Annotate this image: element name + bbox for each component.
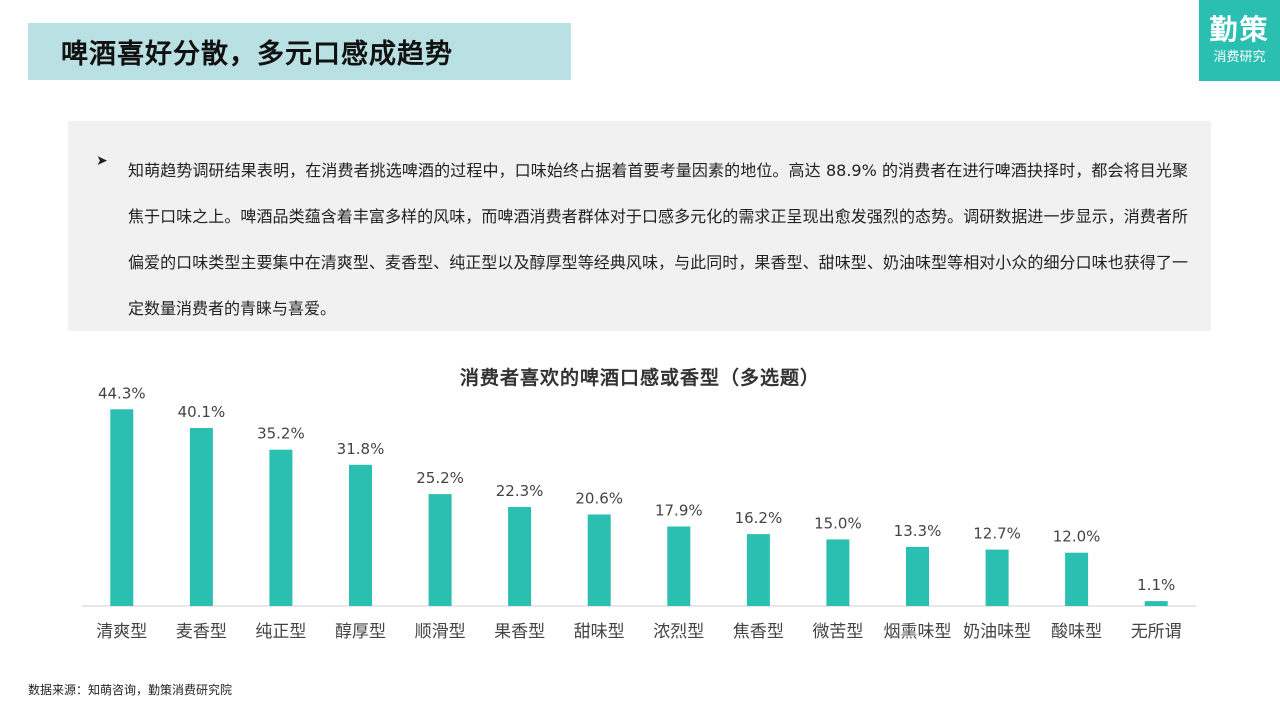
bar-value-label: 12.0% [1053, 528, 1101, 546]
bar-value-label: 35.2% [257, 425, 305, 443]
bar-1 [189, 428, 213, 606]
bullet-arrow-icon: ➤ [96, 153, 108, 169]
source-note: 数据来源：知萌咨询，勤策消费研究院 [28, 683, 233, 697]
x-tick-label: 焦香型 [733, 622, 784, 642]
x-tick-label: 纯正型 [255, 622, 306, 642]
summary-box: ➤ 知萌趋势调研结果表明，在消费者挑选啤酒的过程中，口味始终占据着首要考量因素的… [68, 121, 1211, 331]
bar-value-label: 17.9% [655, 502, 703, 520]
bar-value-label: 44.3% [98, 384, 146, 402]
bar-12 [1065, 552, 1089, 606]
logo-main-text: 勤策 [1209, 13, 1270, 46]
x-tick-label: 顺滑型 [415, 622, 466, 642]
bar-4 [428, 494, 452, 606]
summary-text: 知萌趋势调研结果表明，在消费者挑选啤酒的过程中，口味始终占据着首要考量因素的地位… [128, 161, 1188, 318]
bar-6 [587, 514, 611, 606]
bar-value-label: 16.2% [735, 509, 783, 527]
bar-0 [110, 409, 134, 606]
bar-value-label: 13.3% [894, 522, 942, 540]
bar-10 [906, 546, 929, 606]
x-tick-label: 奶油味型 [963, 622, 1031, 642]
bar-value-label: 31.8% [337, 440, 385, 458]
bar-value-label: 15.0% [814, 514, 862, 532]
brand-logo: 勤策 消费研究 [1199, 0, 1280, 81]
bar-value-label: 20.6% [575, 490, 623, 508]
x-tick-label: 醇厚型 [335, 622, 386, 642]
page-title: 啤酒喜好分散，多元口感成趋势 [61, 39, 453, 70]
logo-sub-text: 消费研究 [1213, 50, 1266, 65]
x-tick-label: 清爽型 [96, 622, 147, 642]
bar-value-label: 25.2% [416, 469, 464, 487]
x-tick-label: 烟熏味型 [884, 622, 952, 642]
bar-value-label: 22.3% [496, 482, 544, 500]
x-tick-label: 微苦型 [812, 622, 863, 642]
x-tick-label: 甜味型 [574, 622, 625, 642]
bar-value-label: 12.7% [973, 525, 1021, 543]
x-tick-label: 果香型 [494, 622, 545, 642]
x-tick-label: 酸味型 [1051, 622, 1102, 642]
bar-3 [349, 464, 372, 606]
bar-5 [508, 507, 532, 606]
chart-title: 消费者喜欢的啤酒口感或香型（多选题） [459, 367, 820, 389]
bar-value-label: 1.1% [1137, 576, 1175, 594]
x-tick-label: 无所谓 [1131, 622, 1182, 642]
title-banner: 啤酒喜好分散，多元口感成趋势 [28, 23, 571, 80]
bar-13 [1144, 601, 1168, 606]
bar-11 [985, 549, 1009, 606]
bar-9 [826, 539, 850, 606]
bar-2 [269, 449, 293, 606]
x-tick-label: 浓烈型 [653, 622, 704, 642]
bar-7 [667, 526, 691, 606]
bar-8 [746, 534, 770, 606]
x-tick-label: 麦香型 [176, 622, 227, 642]
bar-value-label: 40.1% [178, 403, 226, 421]
